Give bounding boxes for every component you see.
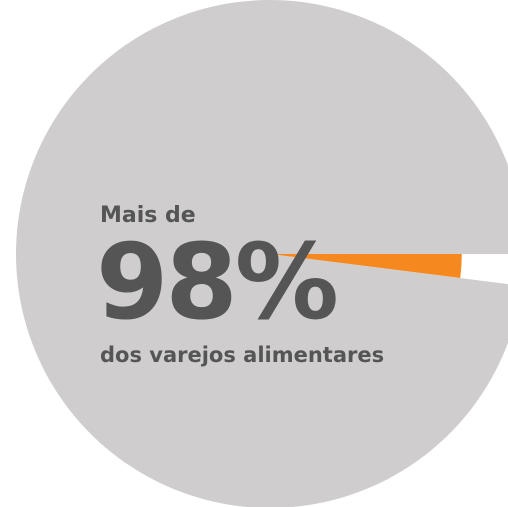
annotation: Mais de <box>100 203 196 228</box>
pie-slice <box>270 254 462 279</box>
annotation: dos varejos alimentares <box>100 343 384 367</box>
pie <box>16 0 508 507</box>
pie-slice <box>16 0 508 507</box>
value-label: 98% <box>96 221 336 343</box>
